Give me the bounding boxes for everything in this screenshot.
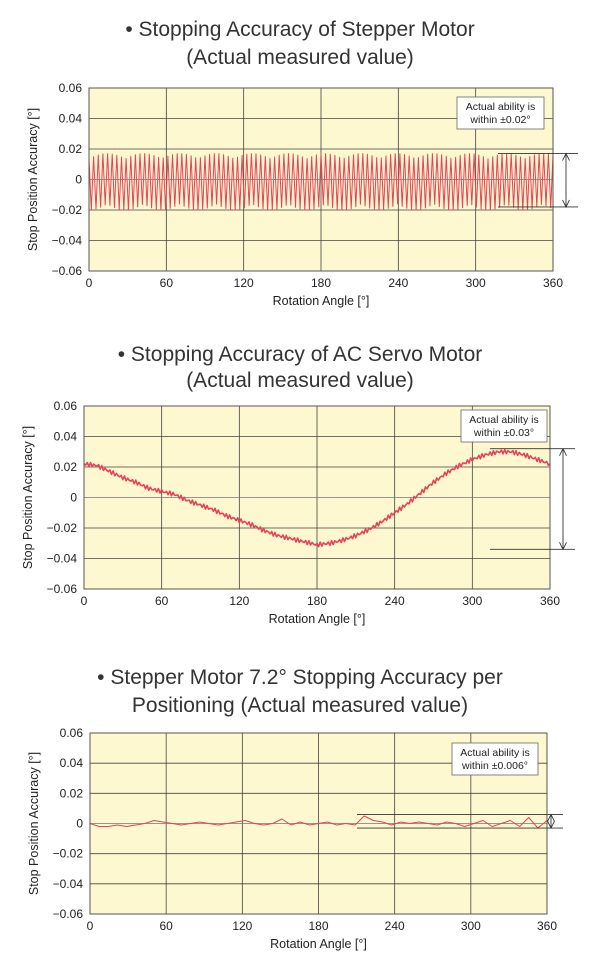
annotation-text: Actual ability is bbox=[460, 747, 529, 759]
y-tick-label: −0.02 bbox=[47, 521, 78, 535]
y-tick-label: 0.06 bbox=[60, 726, 84, 740]
x-tick-label: 60 bbox=[160, 276, 174, 290]
bracket-arrowhead-bottom bbox=[559, 542, 567, 551]
x-tick-label: 0 bbox=[81, 594, 88, 608]
y-tick-label: 0.06 bbox=[59, 81, 83, 95]
y-tick-label: −0.02 bbox=[53, 847, 84, 861]
chart-title: • Stopping Accuracy of Stepper Motor bbox=[125, 18, 475, 41]
plot-frame bbox=[83, 405, 551, 590]
y-tick-label: −0.02 bbox=[52, 203, 83, 217]
x-tick-label: 360 bbox=[543, 276, 563, 290]
x-tick-label: 300 bbox=[462, 594, 482, 608]
annotation-box bbox=[456, 96, 545, 130]
bracket-arrowhead-top bbox=[562, 152, 570, 161]
y-tick-label: −0.04 bbox=[47, 552, 78, 566]
y-axis-label: Stop Position Accuracy [°] bbox=[26, 108, 40, 251]
y-tick-label: 0.04 bbox=[60, 756, 84, 770]
chart-title: • Stepper Motor 7.2° Stopping Accuracy p… bbox=[97, 666, 503, 689]
x-axis-label: Rotation Angle [°] bbox=[269, 612, 366, 626]
x-tick-label: 180 bbox=[307, 594, 327, 608]
plot-frame bbox=[89, 732, 548, 915]
y-tick-label: 0 bbox=[75, 173, 82, 187]
y-tick-label: 0.04 bbox=[59, 112, 83, 126]
x-tick-label: 180 bbox=[311, 276, 331, 290]
y-axis-label: Stop Position Accuracy [°] bbox=[27, 752, 41, 895]
y-tick-label: 0.04 bbox=[54, 430, 78, 444]
x-tick-label: 120 bbox=[229, 594, 249, 608]
annotation-text: Actual ability is bbox=[469, 414, 538, 426]
chart-title: • Stopping Accuracy of AC Servo Motor bbox=[117, 343, 483, 366]
bracket-arrowhead-top bbox=[559, 447, 567, 456]
annotation-text: within ±0.03° bbox=[473, 427, 534, 439]
x-axis-label: Rotation Angle [°] bbox=[270, 937, 367, 951]
bracket-arrowhead-bottom bbox=[547, 820, 555, 830]
annotation-box bbox=[451, 742, 539, 776]
x-tick-label: 360 bbox=[537, 919, 557, 933]
chart-subtitle: (Actual measured value) bbox=[186, 46, 414, 69]
bracket-arrowhead-top bbox=[547, 813, 555, 822]
bracket-arrowhead-bottom bbox=[562, 199, 570, 208]
annotation-text: Actual ability is bbox=[466, 101, 535, 113]
x-tick-label: 300 bbox=[461, 919, 481, 933]
x-tick-label: 60 bbox=[159, 919, 173, 933]
x-tick-label: 120 bbox=[232, 919, 252, 933]
y-tick-label: 0 bbox=[70, 491, 77, 505]
y-tick-label: 0.02 bbox=[60, 786, 84, 800]
y-tick-label: −0.04 bbox=[52, 234, 83, 248]
y-tick-label: 0.06 bbox=[54, 399, 78, 413]
y-tick-label: −0.06 bbox=[52, 264, 83, 278]
x-tick-label: 180 bbox=[308, 919, 328, 933]
y-tick-label: 0 bbox=[76, 817, 83, 831]
plot-frame bbox=[88, 87, 554, 272]
y-axis-label: Stop Position Accuracy [°] bbox=[21, 426, 35, 569]
series-line bbox=[83, 448, 551, 548]
x-axis-label: Rotation Angle [°] bbox=[273, 294, 370, 308]
x-tick-label: 120 bbox=[234, 276, 254, 290]
x-tick-label: 240 bbox=[388, 276, 408, 290]
annotation-text: within ±0.006° bbox=[461, 760, 528, 772]
y-tick-label: −0.06 bbox=[53, 907, 84, 921]
chart-subtitle: (Actual measured value) bbox=[186, 369, 414, 392]
annotation-box bbox=[460, 409, 548, 443]
series-line bbox=[88, 153, 554, 211]
y-tick-label: −0.06 bbox=[47, 582, 78, 596]
x-tick-label: 360 bbox=[540, 594, 560, 608]
y-tick-label: −0.04 bbox=[53, 877, 84, 891]
x-tick-label: 240 bbox=[385, 594, 405, 608]
y-tick-label: 0.02 bbox=[54, 460, 78, 474]
x-tick-label: 60 bbox=[155, 594, 169, 608]
series-line bbox=[89, 815, 548, 829]
x-tick-label: 0 bbox=[87, 919, 94, 933]
x-tick-label: 0 bbox=[86, 276, 93, 290]
y-tick-label: 0.02 bbox=[59, 142, 83, 156]
x-tick-label: 300 bbox=[466, 276, 486, 290]
chart-subtitle: Positioning (Actual measured value) bbox=[131, 694, 469, 717]
annotation-text: within ±0.02° bbox=[469, 114, 530, 126]
x-tick-label: 240 bbox=[385, 919, 405, 933]
